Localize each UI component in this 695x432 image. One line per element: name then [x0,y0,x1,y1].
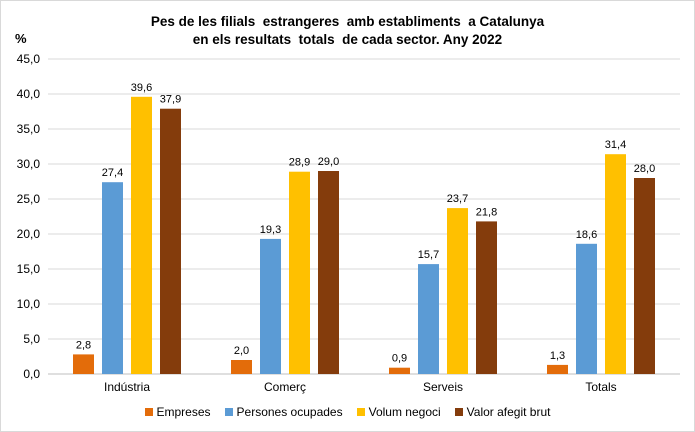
bar [231,360,252,374]
y-tick-label: 0,0 [23,367,40,381]
y-tick-label: 35,0 [17,122,41,136]
bar [102,182,123,374]
data-label: 21,8 [476,206,497,218]
bar [547,364,568,374]
legend-swatch [224,408,233,416]
legend-label: Persones ocupades [236,405,343,419]
bar [73,354,94,374]
bar [447,208,468,374]
y-tick-label: 5,0 [23,332,40,346]
legend-item: Empreses [144,405,211,419]
bar [160,108,181,374]
y-tick-label: 10,0 [17,297,41,311]
legend-item: Volum negoci [356,405,441,419]
bar [634,178,655,374]
bar [318,171,339,374]
y-tick-label: 20,0 [17,227,41,241]
chart-title: Pes de les filials estrangeres amb estab… [1,13,694,49]
data-label: 39,6 [131,82,152,94]
bar [260,238,281,374]
bar [389,367,410,374]
x-tick-label: Serveis [423,380,463,394]
y-tick-label: 25,0 [17,192,41,206]
y-axis-unit-label: % [15,31,27,46]
y-tick-label: 40,0 [17,87,41,101]
bar [605,154,626,374]
data-label: 1,3 [550,350,565,362]
bar [131,96,152,375]
legend-item: Valor afegit brut [454,405,551,419]
x-tick-label: Indústria [104,380,150,394]
data-label: 37,9 [160,94,181,106]
y-tick-label: 30,0 [17,157,41,171]
bar [476,221,497,374]
bar [418,264,439,374]
data-label: 28,9 [289,157,310,169]
data-label: 28,0 [634,163,655,175]
data-label: 0,9 [392,353,407,365]
legend-swatch [454,408,463,416]
data-label: 23,7 [447,193,468,205]
legend-item: Persones ocupades [224,405,343,419]
x-tick-label: Comerç [264,380,306,394]
legend-label: Valor afegit brut [466,405,551,419]
x-tick-label: Totals [585,380,616,394]
data-label: 29,0 [318,156,339,168]
legend-label: Empreses [156,405,211,419]
data-label: 2,0 [234,345,249,357]
legend-swatch [144,408,153,416]
legend-label: Volum negoci [368,405,441,419]
data-label: 2,8 [76,339,91,351]
data-label: 18,6 [576,229,597,241]
y-tick-label: 45,0 [17,52,41,66]
legend-swatch [356,408,365,416]
data-label: 27,4 [102,167,123,179]
y-tick-label: 15,0 [17,262,41,276]
data-label: 15,7 [418,249,439,261]
chart-legend: Empreses Persones ocupades Volum negoci Val… [1,405,694,419]
data-label: 31,4 [605,139,626,151]
bar [289,171,310,374]
bar [576,243,597,374]
data-label: 19,3 [260,224,281,236]
chart-title-line-2: en els resultats totals de cada sector. … [192,32,503,47]
chart-title-line-1: Pes de les filials estrangeres amb estab… [150,14,545,29]
